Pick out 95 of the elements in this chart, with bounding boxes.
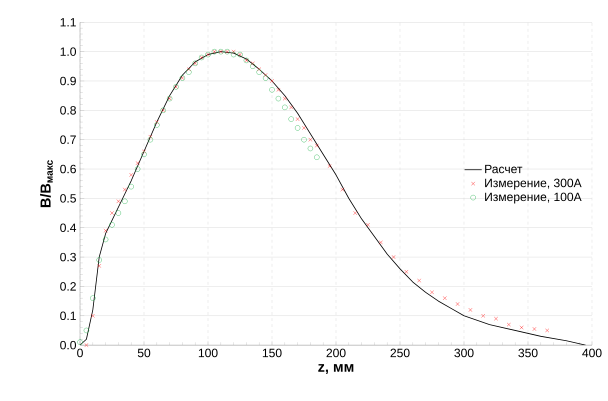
point — [353, 211, 358, 215]
point — [109, 222, 115, 228]
point — [264, 73, 268, 78]
point — [366, 222, 370, 227]
point — [289, 105, 294, 110]
point — [104, 228, 108, 233]
point — [296, 117, 300, 122]
point — [262, 75, 268, 81]
x-tick-label: 350 — [518, 348, 538, 358]
y-tick-label: 0.3 — [60, 252, 76, 262]
point — [96, 257, 102, 263]
x-axis-title: z, мм — [318, 364, 354, 374]
point — [142, 149, 146, 154]
point — [468, 308, 472, 312]
point — [230, 52, 236, 58]
point — [257, 67, 262, 72]
x-tick-label: 300 — [454, 348, 474, 358]
y-tick-label: 0.6 — [60, 164, 76, 174]
point — [148, 134, 152, 139]
point — [84, 343, 88, 348]
x-tick-label: 100 — [198, 348, 218, 358]
y-tick-label: 0.2 — [60, 282, 76, 291]
point — [256, 69, 262, 75]
point — [532, 326, 536, 331]
point — [134, 166, 140, 172]
point — [282, 104, 288, 110]
x-tick-label: 50 — [138, 348, 150, 358]
point — [250, 64, 256, 69]
point — [520, 325, 524, 330]
point — [430, 290, 434, 294]
y-tick-label: 1.1 — [60, 18, 76, 26]
point — [141, 152, 147, 157]
point — [481, 314, 486, 318]
point — [84, 328, 90, 334]
point — [442, 296, 447, 300]
x-tick-label: 250 — [390, 348, 410, 358]
point — [77, 339, 83, 345]
point — [288, 116, 294, 122]
x-tick-label: 150 — [262, 348, 282, 358]
point — [148, 136, 154, 142]
x-tick-label: 400 — [582, 348, 602, 358]
point — [456, 302, 460, 306]
point — [250, 61, 255, 66]
point — [545, 328, 550, 332]
point — [301, 136, 307, 142]
point — [494, 316, 498, 321]
y-axis-title: B/B$_{макс}$ — [40, 160, 53, 208]
point — [122, 188, 127, 192]
point — [186, 69, 192, 75]
point — [186, 67, 191, 72]
point — [404, 270, 408, 274]
point — [328, 164, 332, 168]
point — [506, 322, 511, 326]
point — [232, 50, 236, 54]
point — [417, 278, 422, 282]
legend-label: Измерение, 100А — [485, 192, 582, 204]
point — [308, 146, 314, 152]
point — [97, 264, 102, 268]
point — [378, 240, 383, 244]
point — [276, 88, 280, 92]
y-tick-label: 0.5 — [60, 194, 76, 203]
point — [154, 120, 159, 124]
y-tick-label: 0.9 — [60, 76, 76, 86]
point — [102, 236, 108, 242]
y-tick-label: 0.8 — [60, 106, 76, 115]
point — [270, 78, 274, 83]
point — [122, 198, 128, 204]
point — [90, 295, 96, 301]
point — [90, 314, 95, 318]
y-tick-label: 0.7 — [60, 135, 76, 144]
y-tick-label: 0.0 — [60, 340, 76, 350]
point — [340, 188, 344, 192]
point — [302, 126, 306, 130]
y-tick-label: 0.4 — [60, 223, 76, 232]
legend-label: Измерение, 300А — [485, 178, 582, 190]
point — [314, 154, 320, 160]
point — [129, 172, 134, 177]
x-tick-label: 200 — [326, 348, 346, 358]
point — [128, 184, 134, 190]
point — [136, 161, 140, 166]
point — [269, 87, 275, 92]
x-tick-label: 0 — [77, 348, 83, 358]
point — [294, 125, 300, 131]
point — [116, 210, 122, 216]
point — [110, 211, 114, 215]
y-tick-label: 0.1 — [60, 311, 76, 320]
point — [282, 96, 287, 100]
point — [308, 138, 312, 142]
point — [116, 199, 120, 204]
legend-label: Расчет — [485, 164, 522, 174]
point — [314, 144, 319, 148]
point — [154, 122, 160, 128]
y-tick-label: 1.0 — [60, 47, 76, 56]
point — [276, 96, 282, 102]
point — [392, 255, 396, 259]
